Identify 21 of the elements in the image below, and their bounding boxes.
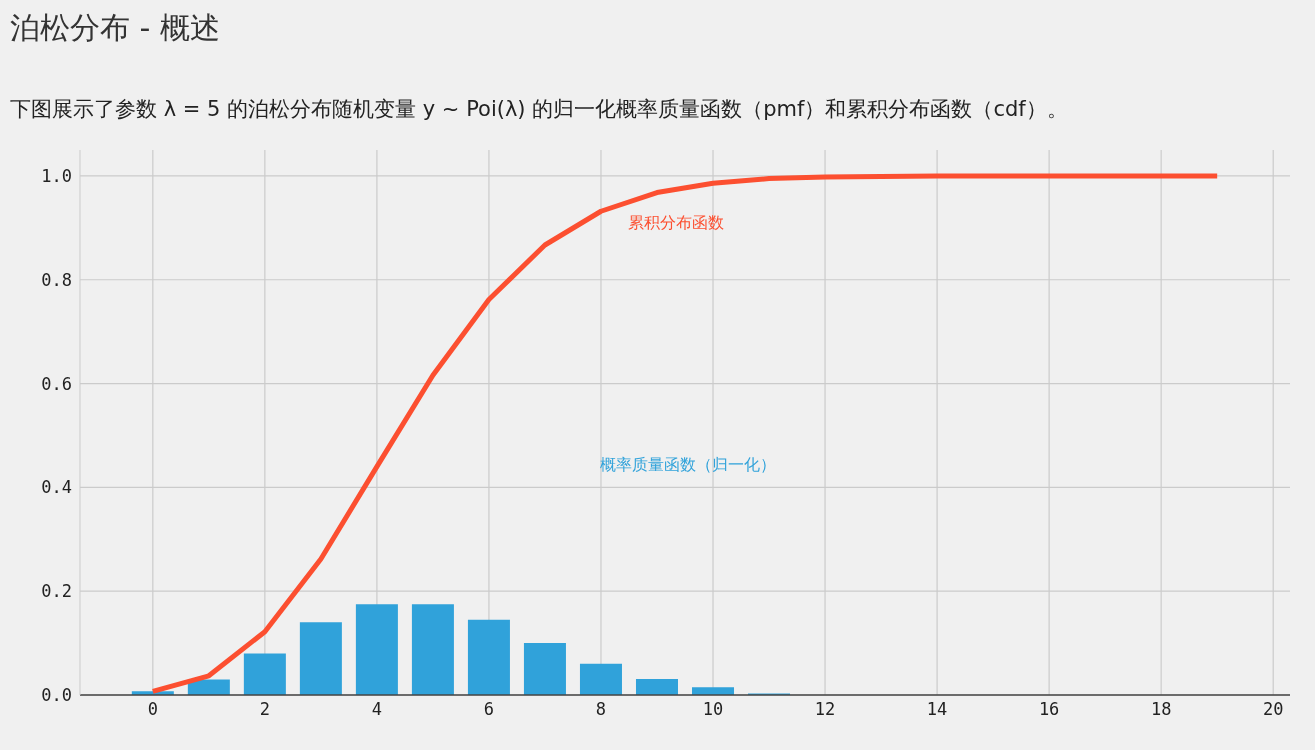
x-tick-label: 14 [926,699,948,720]
y-tick-label: 0.8 [41,269,72,290]
annotation: 累积分布函数 [628,213,724,234]
x-tick-label: 4 [371,699,383,720]
chart-title: 泊松分布 - 概述 [10,9,220,47]
x-tick-label: 20 [1262,699,1284,720]
y-tick-label: 0.0 [41,685,72,706]
y-tick-label: 0.2 [41,581,72,602]
x-tick-label: 16 [1038,699,1060,720]
y-tick-label: 1.0 [41,165,72,186]
annotation: 概率质量函数（归一化） [600,455,776,476]
chart-subtitle: 下图展示了参数 λ = 5 的泊松分布随机变量 y ~ Poi(λ) 的归一化概率质量函数（pmf）和累积分布函数（cdf）。 [10,96,1068,123]
x-tick-label: 2 [259,699,270,720]
x-tick-label: 6 [483,699,495,720]
x-tick-label: 8 [595,699,607,720]
x-tick-label: 10 [702,699,724,720]
x-tick-label: 12 [814,699,836,720]
y-tick-label: 0.4 [41,477,72,498]
y-tick-label: 0.6 [41,373,72,394]
x-tick-label: 0 [147,699,158,720]
x-tick-label: 18 [1150,699,1172,720]
